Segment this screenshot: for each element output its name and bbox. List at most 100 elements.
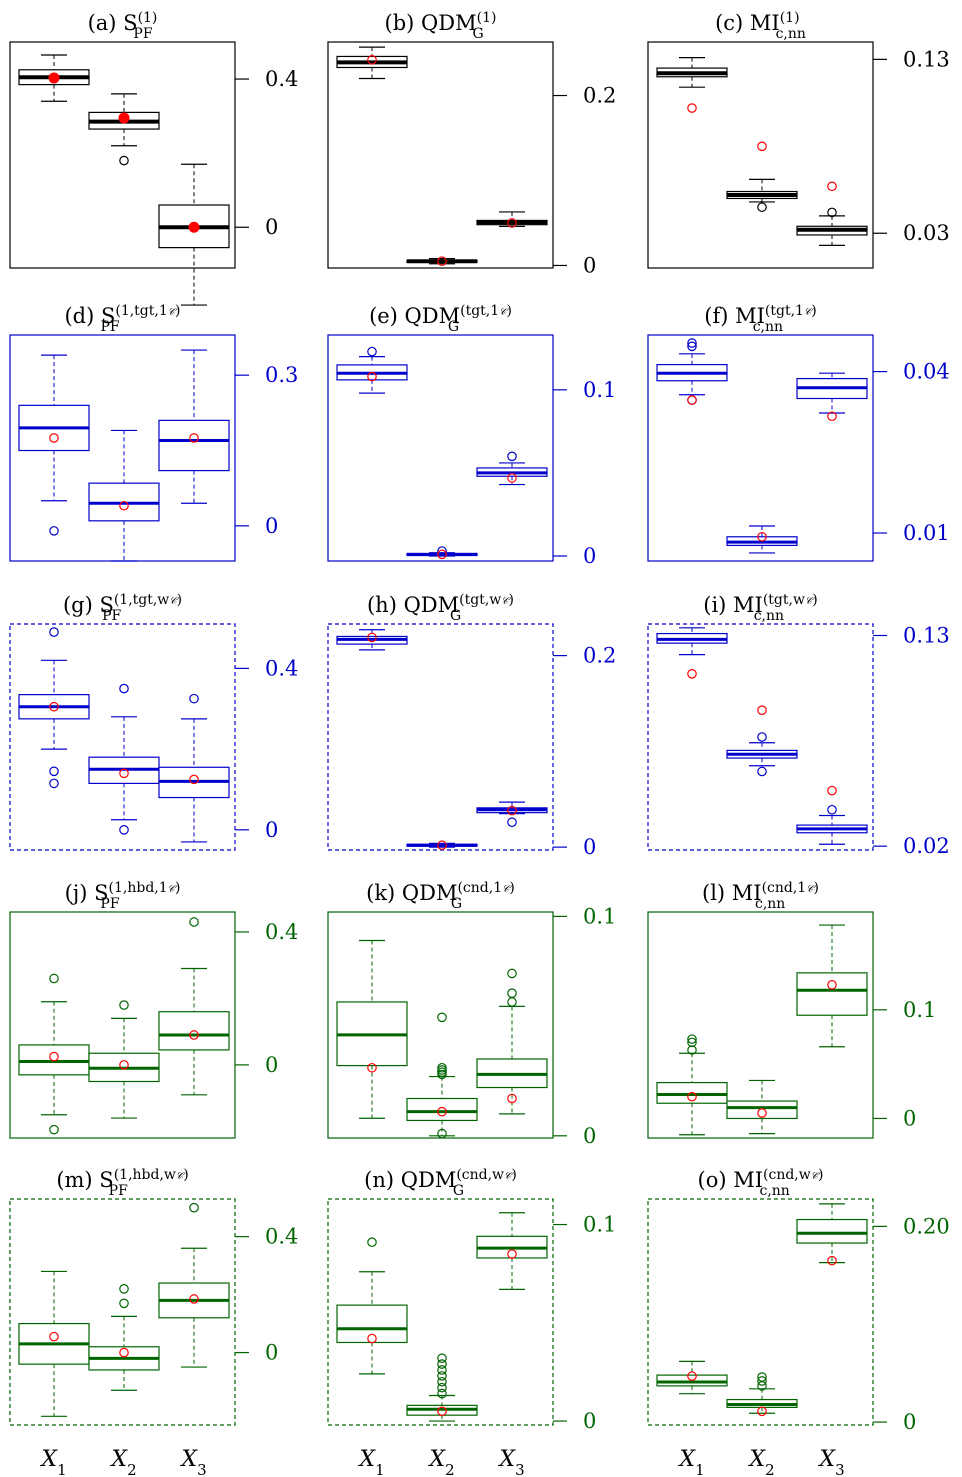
mean-point [119, 768, 129, 779]
x-category-label-3: X3 [817, 1447, 844, 1477]
box-m-3 [158, 1202, 230, 1368]
y-tick-label: 0 [583, 253, 596, 277]
outlier-point [119, 155, 129, 166]
script-c-glyph: 𝒞 [811, 1171, 821, 1182]
panel-title-superscript: (1) [780, 10, 800, 26]
y-tick-label: 0 [265, 1053, 278, 1077]
box-e-2 [406, 546, 478, 560]
box-a-2 [88, 93, 160, 166]
outlier-point [507, 817, 517, 828]
panel-title-subscript: PF [100, 896, 119, 912]
plot-frame-i [647, 623, 874, 851]
outlier-point [437, 1376, 447, 1387]
panel-j: (j) S(1,hbd,1𝒞) PF 0 0.4 [9, 880, 298, 1139]
mean-point [367, 1333, 377, 1344]
outlier-point [189, 1202, 199, 1213]
panel-title-prefix: (h) QDM [367, 593, 459, 617]
panel-d: (d) S(1,tgt,1𝒞) PF 0 0.3 [9, 303, 298, 562]
outlier-point [189, 917, 199, 927]
superscript-close: ) [509, 880, 514, 896]
panel-title-subscript: PF [101, 319, 120, 335]
panel-g: (g) S(1,tgt,w𝒞) PF 0 0.4 [9, 592, 298, 851]
mean-point [687, 395, 697, 405]
y-tick-label: 0 [265, 818, 278, 842]
y-tick-label: 0 [903, 1410, 916, 1434]
script-c-glyph: 𝒞 [169, 596, 179, 607]
panel-i: (i) MI(tgt,w𝒞) c,nn 0.02 0.13 [647, 592, 950, 858]
mean-point [189, 433, 199, 443]
mean-point [507, 1249, 517, 1259]
outlier-point [507, 968, 517, 979]
interquartile-box [796, 972, 868, 1016]
outlier-point [367, 1237, 377, 1248]
panel-title-superscript: (tgt,w𝒞) [459, 592, 514, 608]
box-a-1 [18, 54, 90, 102]
panel-title-superscript: (tgt,1𝒞) [460, 303, 512, 319]
script-c-glyph: 𝒞 [806, 884, 816, 895]
mean-point [687, 103, 697, 113]
plot-frame-j [9, 911, 236, 1139]
plot-frame-c [647, 41, 874, 269]
mean-point [507, 805, 517, 816]
x-label-base: X [677, 1447, 696, 1472]
panel-h: (h) QDM(tgt,w𝒞) G 0 0.2 [327, 592, 616, 859]
panel-title-k: (k) QDM(cnd,1𝒞) G [366, 880, 515, 912]
box-g-1 [18, 627, 90, 789]
x-category-label-1: X1 [677, 1447, 704, 1477]
outlier-point [507, 988, 517, 998]
mean-point [119, 1060, 129, 1070]
panel-title-n: (n) QDM(cnd,w𝒞) G [364, 1167, 517, 1199]
panel-title-o: (o) MI(cnd,w𝒞) c,nn [698, 1167, 824, 1199]
box-n-1 [336, 1237, 408, 1375]
panel-title-prefix: (g) S [63, 593, 114, 617]
panel-title-m: (m) S(1,hbd,w𝒞) PF [56, 1167, 188, 1199]
mean-point [757, 1406, 767, 1417]
mean-point [119, 500, 129, 511]
panel-title-subscript: PF [109, 1183, 128, 1199]
interquartile-box [336, 1304, 408, 1344]
mean-point [827, 1255, 837, 1266]
panel-title-superscript: (1,tgt,1𝒞) [115, 303, 180, 319]
y-tick-label: 0.4 [265, 656, 298, 680]
x-label-subscript: 3 [515, 1461, 525, 1477]
panel-title-c: (c) MI(1) c,nn [715, 10, 806, 42]
mean-point [827, 979, 837, 990]
x-label-subscript: 1 [375, 1461, 385, 1477]
box-o-1 [656, 1360, 728, 1395]
script-c-glyph: 𝒞 [499, 307, 509, 318]
mean-point [757, 531, 767, 542]
panel-title-superscript: (cnd,w𝒞) [763, 1167, 823, 1183]
mean-point [49, 1331, 59, 1342]
box-h-2 [406, 840, 478, 851]
x-category-label-1: X1 [357, 1447, 384, 1477]
panel-title-prefix: (e) QDM [369, 304, 460, 328]
outlier-point [49, 526, 59, 536]
mean-point [367, 632, 377, 643]
mean-point [827, 785, 837, 796]
mean-point [437, 256, 447, 267]
panel-b: (b) QDM(1) G 0 0.2 [327, 10, 616, 277]
mean-point [48, 72, 60, 84]
x-label-subscript: 2 [765, 1461, 775, 1477]
outlier-point [437, 1128, 447, 1139]
mean-point [367, 371, 377, 382]
box-a-3 [158, 163, 230, 306]
panel-title-f: (f) MI(tgt,1𝒞) c,nn [704, 303, 816, 335]
script-c-glyph: 𝒞 [805, 596, 815, 607]
outlier-point [827, 804, 837, 815]
box-f-1 [656, 338, 728, 405]
outlier-point [687, 1045, 697, 1055]
panel-title-prefix: (l) MI [702, 881, 762, 905]
plot-frame-h [327, 623, 554, 851]
panel-title-superscript: (cnd,w𝒞) [456, 1167, 516, 1183]
mean-point [507, 1093, 517, 1104]
panel-title-subscript: c,nn [754, 608, 784, 624]
mean-point [119, 1347, 129, 1358]
panel-title-l: (l) MI(cnd,1𝒞) c,nn [702, 880, 819, 912]
panel-title-subscript: PF [102, 608, 121, 624]
y-tick-label: 0 [903, 1106, 916, 1130]
x-label-subscript: 3 [835, 1461, 845, 1477]
plot-frame-l [647, 911, 874, 1139]
y-tick-label: 0 [583, 544, 596, 568]
script-c-glyph: 𝒞 [504, 1171, 514, 1182]
